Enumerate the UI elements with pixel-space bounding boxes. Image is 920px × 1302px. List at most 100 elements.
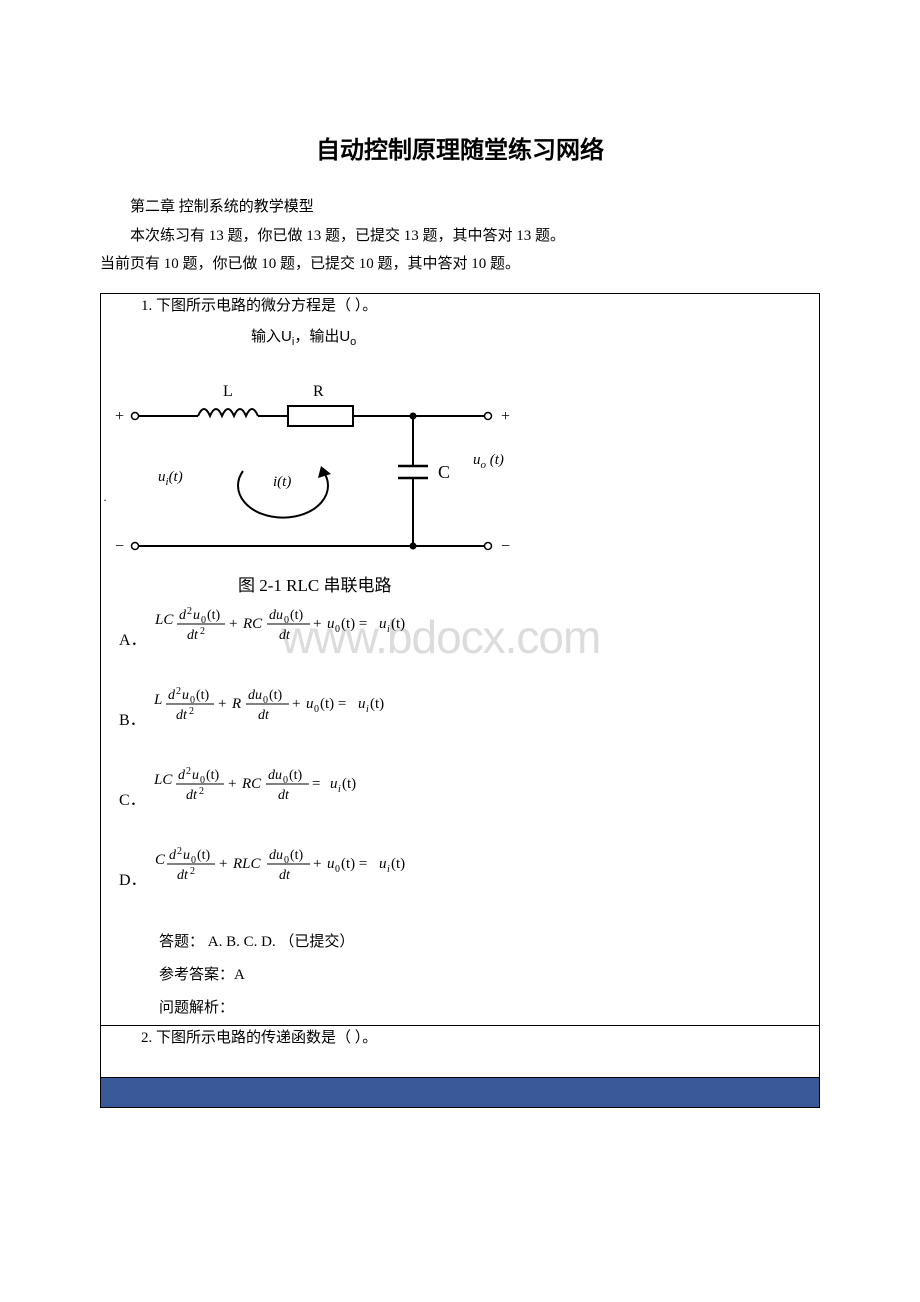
svg-text:dt: dt <box>176 708 188 723</box>
svg-text:2: 2 <box>186 766 191 777</box>
svg-text:u: u <box>182 688 189 703</box>
label-it: i(t) <box>273 474 291 490</box>
svg-text:dt: dt <box>177 868 189 883</box>
svg-text:i: i <box>387 624 390 635</box>
svg-text:u: u <box>192 768 199 783</box>
svg-text:(t): (t) <box>290 608 304 623</box>
svg-text:u: u <box>327 856 335 872</box>
option-B: B． L d 2 u 0 (t) dt 2 + <box>119 686 819 736</box>
svg-text:+: + <box>218 696 226 712</box>
svg-text:du: du <box>248 688 262 703</box>
svg-text:dt: dt <box>279 868 291 883</box>
svg-text:RC: RC <box>242 616 263 632</box>
svg-text:LC: LC <box>154 772 173 788</box>
svg-text:2: 2 <box>187 606 192 617</box>
question-1-cell: 1. 下图所示电路的微分方程是（ ）。 输入Ui，输出Uo + L <box>101 293 820 1025</box>
intro-line-1: 本次练习有 13 题，你已做 13 题，已提交 13 题，其中答对 13 题。 <box>130 222 820 251</box>
question-table: 1. 下图所示电路的微分方程是（ ）。 输入Ui，输出Uo + L <box>100 293 820 1108</box>
equation-B: L d 2 u 0 (t) dt 2 + R <box>154 686 474 736</box>
svg-text:+: + <box>313 616 321 632</box>
svg-text:+: + <box>292 696 300 712</box>
svg-text:dt: dt <box>186 788 198 803</box>
svg-text:(t): (t) <box>290 848 304 863</box>
svg-text:d: d <box>179 608 187 623</box>
reference-answer: 参考答案：A <box>159 959 819 992</box>
svg-text:(t): (t) <box>207 608 221 623</box>
svg-text:(t): (t) <box>196 688 210 703</box>
option-A-label: A． <box>119 626 147 656</box>
analysis-label: 问题解析： <box>159 992 819 1025</box>
svg-text:u: u <box>327 616 335 632</box>
label-C: C <box>438 462 450 482</box>
svg-text:d: d <box>178 768 186 783</box>
label-uo: uo (t) <box>473 452 504 471</box>
answer-submitted: 答题： A. B. C. D. （已提交） <box>159 926 819 959</box>
question-2-cell: 2. 下图所示电路的传递函数是（ ）。 <box>101 1025 820 1077</box>
option-A: A． LC d 2 u 0 (t) dt 2 + <box>119 606 819 656</box>
svg-text:+: + <box>313 856 321 872</box>
svg-text:+: + <box>228 776 236 792</box>
option-C-label: C． <box>119 786 146 816</box>
svg-text:i: i <box>387 864 390 875</box>
option-D-label: D． <box>119 866 147 896</box>
svg-text:0: 0 <box>335 864 340 875</box>
svg-text:u: u <box>193 608 200 623</box>
option-D: D． C d 2 u 0 (t) dt 2 + <box>119 846 819 896</box>
svg-text:(t): (t) <box>206 768 220 783</box>
svg-text:i: i <box>338 784 341 795</box>
svg-text:=: = <box>312 776 320 792</box>
svg-text:u: u <box>330 776 338 792</box>
svg-text:C: C <box>155 852 166 868</box>
svg-text:·: · <box>103 493 107 507</box>
svg-text:R: R <box>231 696 241 712</box>
option-C: C． LC d 2 u 0 (t) dt 2 + <box>119 766 819 816</box>
label-ui: ui(t) <box>158 469 183 488</box>
label-L: L <box>223 383 233 400</box>
svg-text:dt: dt <box>258 708 270 723</box>
question-1-stem: 1. 下图所示电路的微分方程是（ ）。 <box>101 294 819 325</box>
svg-text:0: 0 <box>335 624 340 635</box>
svg-text:RLC: RLC <box>232 856 262 872</box>
svg-text:u: u <box>306 696 314 712</box>
svg-text:2: 2 <box>190 866 195 877</box>
equation-A: LC d 2 u 0 (t) dt 2 + RC <box>155 606 475 656</box>
footer-bar <box>101 1077 820 1107</box>
intro-block: 第二章 控制系统的教学模型 本次练习有 13 题，你已做 13 题，已提交 13… <box>100 193 820 279</box>
svg-text:dt: dt <box>278 788 290 803</box>
chapter-line: 第二章 控制系统的教学模型 <box>130 193 820 222</box>
svg-text:−: − <box>501 538 510 555</box>
svg-text:du: du <box>268 768 282 783</box>
circuit-caption: 图 2-1 RLC 串联电路 <box>238 576 391 595</box>
svg-text:du: du <box>269 848 283 863</box>
table-row-footer <box>101 1077 820 1107</box>
svg-text:u: u <box>379 856 387 872</box>
equation-D: C d 2 u 0 (t) dt 2 + RLC <box>155 846 495 896</box>
page-title: 自动控制原理随堂练习网络 <box>100 130 820 165</box>
svg-text:2: 2 <box>177 846 182 857</box>
svg-text:L: L <box>154 692 162 708</box>
svg-text:d: d <box>168 688 176 703</box>
svg-text:i: i <box>366 704 369 715</box>
svg-text:−: − <box>115 538 124 555</box>
svg-text:(t) =: (t) = <box>320 696 346 712</box>
svg-text:dt: dt <box>187 628 199 643</box>
svg-text:(t): (t) <box>342 776 356 792</box>
svg-text:2: 2 <box>200 626 205 637</box>
label-R: R <box>313 383 324 400</box>
svg-text:(t): (t) <box>370 696 384 712</box>
svg-text:u: u <box>183 848 190 863</box>
svg-text:(t): (t) <box>289 768 303 783</box>
equation-C: LC d 2 u 0 (t) dt 2 + RC <box>154 766 474 816</box>
table-row: 1. 下图所示电路的微分方程是（ ）。 输入Ui，输出Uo + L <box>101 293 820 1025</box>
svg-text:(t): (t) <box>391 856 405 872</box>
svg-text:0: 0 <box>314 704 319 715</box>
svg-text:2: 2 <box>199 786 204 797</box>
svg-text:(t) =: (t) = <box>341 616 367 632</box>
svg-text:LC: LC <box>155 612 174 628</box>
svg-text:2: 2 <box>189 706 194 717</box>
svg-text:du: du <box>269 608 283 623</box>
svg-text:(t): (t) <box>197 848 211 863</box>
svg-text:(t) =: (t) = <box>341 856 367 872</box>
intro-line-2: 当前页有 10 题，你已做 10 题，已提交 10 题，其中答对 10 题。 <box>100 250 820 279</box>
svg-text:u: u <box>379 616 387 632</box>
